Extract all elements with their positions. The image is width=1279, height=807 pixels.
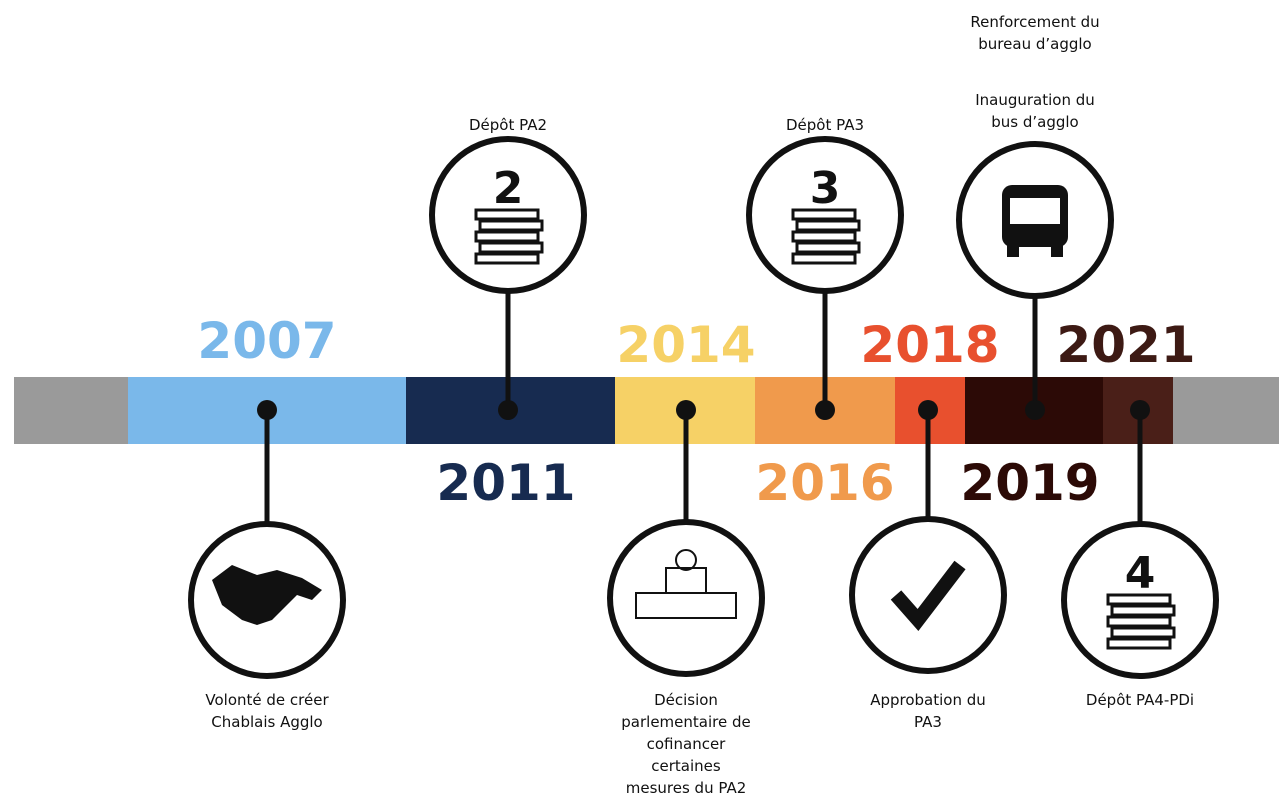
book-icon — [474, 252, 540, 265]
icon-number: 3 — [810, 163, 841, 214]
band-segment — [1173, 377, 1279, 444]
event-label: bus d’agglo — [991, 113, 1078, 131]
icon-circle — [607, 519, 765, 677]
event-dot — [815, 400, 835, 420]
event-label: parlementaire de — [621, 713, 750, 731]
year-label: 2007 — [197, 312, 336, 370]
book-icon — [478, 219, 544, 232]
band-segment — [14, 377, 128, 444]
event-label: Volonté de créer — [205, 691, 329, 709]
bus-wheel — [1007, 245, 1019, 257]
event-label: cofinancer — [647, 735, 727, 753]
book-icon — [1110, 604, 1176, 617]
event-dot — [918, 400, 938, 420]
event-label: Chablais Agglo — [211, 713, 322, 731]
event-icon — [607, 519, 765, 677]
event-label: Dépôt PA2 — [469, 116, 547, 134]
event-icon — [849, 516, 1007, 674]
event-dot — [498, 400, 518, 420]
event-label: bureau d’agglo — [978, 35, 1091, 53]
event-label: Dépôt PA3 — [786, 116, 864, 134]
book-icon — [1106, 615, 1172, 628]
book-icon — [795, 241, 861, 254]
event-icon: 3 — [746, 136, 904, 294]
event-label: Décision — [654, 691, 718, 709]
book-icon — [478, 241, 544, 254]
building-icon — [665, 567, 707, 594]
event-label: PA3 — [914, 713, 942, 731]
icon-number: 2 — [493, 163, 524, 214]
year-label: 2018 — [860, 316, 999, 374]
year-label: 2016 — [755, 454, 894, 512]
book-icon — [795, 219, 861, 232]
icon-circle — [849, 516, 1007, 674]
event-label: Approbation du — [870, 691, 986, 709]
year-label: 2011 — [436, 454, 575, 512]
event-dot — [1025, 400, 1045, 420]
book-icon — [474, 230, 540, 243]
book-icon — [1106, 593, 1172, 606]
book-icon — [474, 208, 540, 221]
event-label: Dépôt PA4-PDi — [1086, 691, 1194, 709]
book-icon — [791, 208, 857, 221]
bus-window — [1010, 198, 1060, 224]
building-dome — [675, 549, 697, 571]
event-icon: 4 — [1061, 521, 1219, 679]
year-label: 2021 — [1056, 316, 1195, 374]
event-label: mesures du PA2 — [626, 779, 747, 797]
event-icon — [188, 521, 346, 679]
event-label: certaines — [651, 757, 721, 775]
book-icon — [791, 252, 857, 265]
year-label: 2019 — [960, 454, 1099, 512]
bus-wheel — [1051, 245, 1063, 257]
book-icon — [1110, 626, 1176, 639]
event-label: Inauguration du — [975, 91, 1095, 109]
check-icon — [890, 560, 966, 632]
event-dot — [1130, 400, 1150, 420]
event-icon — [956, 141, 1114, 299]
event-icon: 2 — [429, 136, 587, 294]
event-label: Renforcement du — [970, 13, 1099, 31]
icon-number: 4 — [1125, 548, 1156, 599]
event-dot — [257, 400, 277, 420]
year-label: 2014 — [616, 316, 755, 374]
book-icon — [1106, 637, 1172, 650]
event-dot — [676, 400, 696, 420]
handshake-icon — [212, 565, 322, 625]
book-icon — [791, 230, 857, 243]
